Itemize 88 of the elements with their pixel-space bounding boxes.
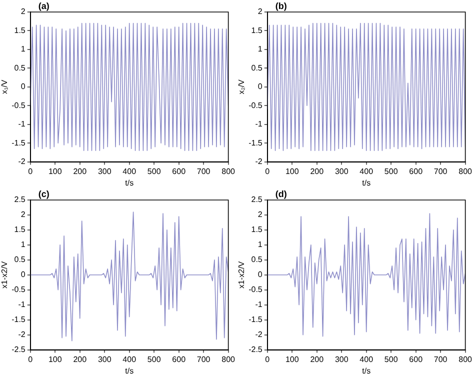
x-tick-label: 300 <box>98 354 112 364</box>
x-tick-label: 500 <box>384 166 398 176</box>
y-tick-label: 2.5 <box>251 195 263 204</box>
x-axis-title: t/s <box>125 178 134 188</box>
y-tick-label: -2.5 <box>12 345 26 354</box>
x-tick-label: 300 <box>334 354 349 364</box>
x-axis-title: t/s <box>362 366 371 376</box>
y-tick-label: -2 <box>18 157 26 166</box>
x-tick-label: 0 <box>28 354 34 364</box>
x-tick-label: 700 <box>196 166 211 176</box>
y-tick-label: 0 <box>20 270 26 280</box>
x-tick-label: 500 <box>384 354 398 364</box>
x-tick-label: 400 <box>360 166 374 176</box>
text: (c) <box>38 188 50 199</box>
x-tick-label: 200 <box>73 354 88 364</box>
x-tick-label: 800 <box>458 166 473 176</box>
y-tick-label: -1 <box>255 120 263 129</box>
y-tick-label: -1.5 <box>12 315 26 324</box>
text: (a) <box>38 0 50 11</box>
x-tick-label: 300 <box>98 166 112 176</box>
y-tick-label: -2 <box>255 157 263 166</box>
y-tick-label: 2.5 <box>14 195 26 204</box>
y-axis-title: x₂/V <box>237 78 246 94</box>
x-tick-label: 600 <box>172 166 186 176</box>
x-tick-label: 400 <box>360 354 374 364</box>
y-tick-label: 1.5 <box>251 225 263 234</box>
y-tick-label: -0.5 <box>248 100 263 110</box>
x-axis-title: t/s <box>125 366 134 376</box>
y-tick-label: -1.5 <box>248 138 263 148</box>
x-tick-label: 100 <box>285 166 300 176</box>
x-tick-label: 500 <box>147 354 162 364</box>
y-tick-label: 2 <box>258 7 263 16</box>
y-tick-label: 1.5 <box>14 225 26 234</box>
x-axis-title: t/s <box>362 178 371 188</box>
y-tick-label: -2 <box>18 330 26 340</box>
y-tick-label: 1.5 <box>251 26 263 35</box>
x-tick-label: 800 <box>222 166 236 176</box>
x-tick-label: 400 <box>122 354 137 364</box>
x-tick-label: 800 <box>222 354 236 364</box>
y-tick-label: 0.5 <box>251 63 263 72</box>
x-tick-label: 600 <box>172 354 186 364</box>
y-tick-label: 0.5 <box>251 255 263 264</box>
y-tick-label: 1 <box>20 44 26 54</box>
text: (d) <box>275 188 287 199</box>
y-tick-label: 0 <box>258 270 263 280</box>
y-tick-label: -1.5 <box>12 138 26 148</box>
y-tick-label: -0.5 <box>12 100 26 110</box>
y-tick-label: -2.5 <box>248 345 263 354</box>
y-tick-label: -0.5 <box>12 285 26 294</box>
x-tick-label: 700 <box>196 354 211 364</box>
y-axis-title: x₁/V <box>0 79 10 94</box>
y-tick-label: -1 <box>255 300 263 310</box>
x-tick-label: 700 <box>434 354 448 364</box>
y-tick-label: 0 <box>20 82 26 92</box>
x-tick-label: 200 <box>310 354 324 364</box>
y-tick-label: -1 <box>18 300 26 310</box>
y-tick-label: 1.5 <box>14 26 26 35</box>
x-tick-label: 200 <box>310 166 324 176</box>
x-tick-label: 600 <box>409 166 424 176</box>
x-tick-label: 400 <box>122 166 137 176</box>
y-tick-label: -0.5 <box>248 285 263 294</box>
y-tick-label: 2 <box>258 210 263 220</box>
x-tick-label: 300 <box>334 166 349 176</box>
x-tick-label: 100 <box>48 166 62 176</box>
y-tick-label: 0 <box>258 82 263 92</box>
x-tick-label: 500 <box>147 166 162 176</box>
y-tick-label: 2 <box>20 7 26 16</box>
y-tick-label: 1 <box>258 44 263 54</box>
y-tick-label: -1 <box>18 120 26 129</box>
x-tick-label: 0 <box>265 166 270 176</box>
y-tick-label: 0.5 <box>14 255 26 264</box>
x-tick-label: 100 <box>285 354 300 364</box>
x-tick-label: 0 <box>28 166 34 176</box>
text: (b) <box>275 0 287 11</box>
y-tick-label: 1 <box>258 240 263 250</box>
y-tick-label: 1 <box>20 240 26 250</box>
x-tick-label: 200 <box>73 166 88 176</box>
y-axis-title: x1-x2/V <box>237 260 246 288</box>
x-tick-label: 0 <box>265 354 270 364</box>
y-tick-label: 0.5 <box>14 63 26 72</box>
y-tick-label: -1.5 <box>248 315 263 324</box>
x-tick-label: 800 <box>458 354 473 364</box>
y-tick-label: 2 <box>20 210 26 220</box>
y-axis-title: x1-x2/V <box>0 260 10 288</box>
x-tick-label: 700 <box>434 166 448 176</box>
x-tick-label: 100 <box>48 354 62 364</box>
x-tick-label: 600 <box>409 354 424 364</box>
y-tick-label: -2 <box>255 330 263 340</box>
